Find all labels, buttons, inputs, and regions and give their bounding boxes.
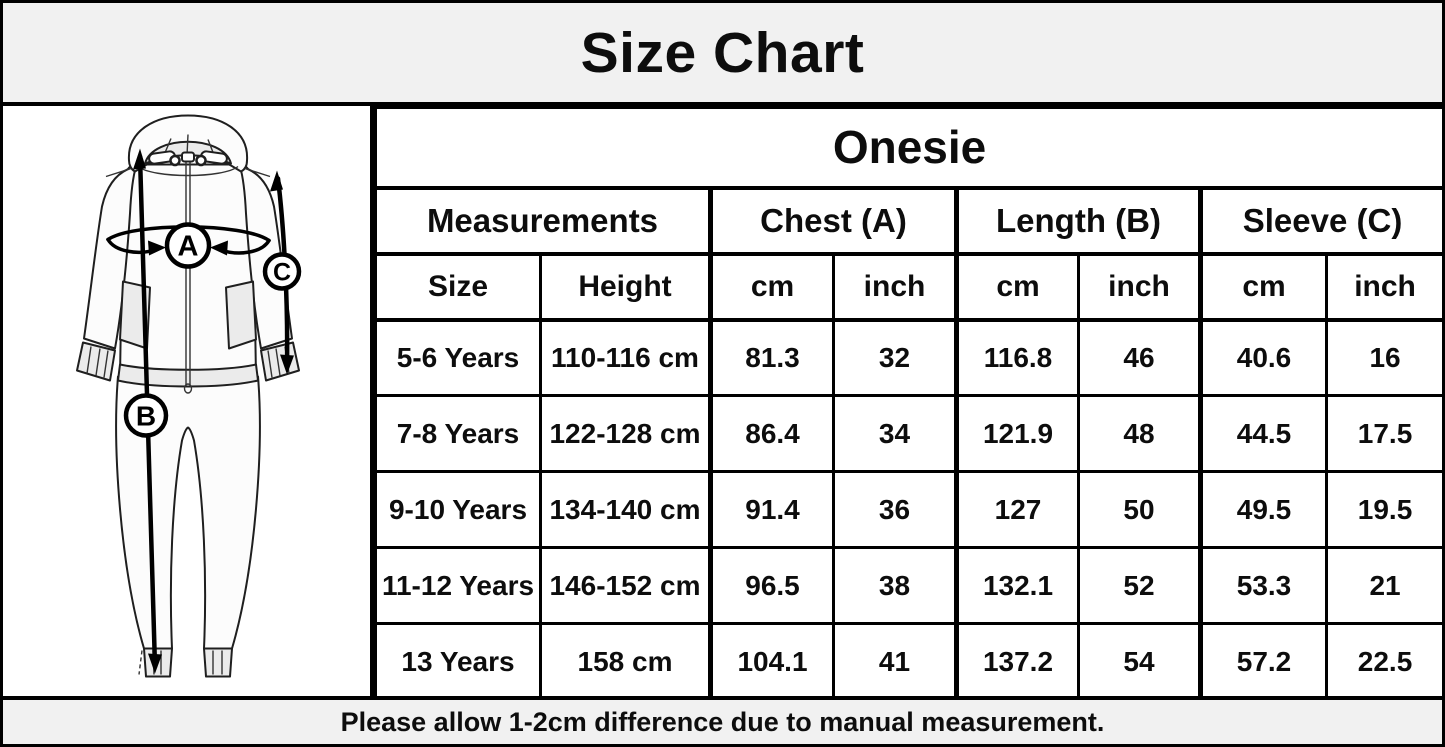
table-cell: 13 Years [374, 622, 542, 701]
table-cell: 127 [954, 470, 1080, 549]
table-row: 7-8 Years 122-128 cm 86.4 34 121.9 48 44… [374, 394, 1442, 473]
zipper-stop [183, 383, 193, 394]
table-cell: 50 [1077, 470, 1202, 549]
table-cell: 86.4 [708, 394, 835, 473]
group-sleeve: Sleeve (C) [1197, 186, 1442, 256]
col-chest-inch: inch [832, 252, 958, 322]
right-pocket [225, 280, 257, 350]
length-arrowhead-top [133, 148, 146, 170]
table-cell: 54 [1077, 622, 1202, 701]
title-bar: Size Chart [3, 3, 1442, 106]
table-cell: 41 [832, 622, 958, 701]
zipper [185, 158, 191, 385]
column-groups-row: Measurements Chest (A) Length (B) Sleeve… [374, 186, 1442, 256]
table-cell: 21 [1324, 546, 1442, 625]
group-measurements: Measurements [374, 186, 712, 256]
shoulder-seams [105, 167, 271, 178]
product-header-row: Onesie [373, 106, 1442, 190]
table-cell: 17.5 [1324, 394, 1442, 473]
neckband-line [137, 165, 239, 177]
chest-letter: A [178, 231, 199, 263]
table-cell: 57.2 [1198, 622, 1328, 701]
table-row: 5-6 Years 110-116 cm 81.3 32 116.8 46 40… [374, 318, 1442, 397]
table-cell: 91.4 [708, 470, 835, 549]
table-row: 13 Years 158 cm 104.1 41 137.2 54 57.2 2… [374, 622, 1442, 701]
table-cell: 134-140 cm [539, 470, 712, 549]
measurement-circle-c: C [262, 252, 302, 291]
table-cell: 52 [1077, 546, 1202, 625]
sleeve-arrowhead-bottom [280, 354, 294, 375]
right-sleeve [239, 165, 293, 350]
table-row: 9-10 Years 134-140 cm 91.4 36 127 50 49.… [374, 470, 1442, 549]
col-chest-cm: cm [708, 252, 835, 322]
table-cell: 48 [1077, 394, 1202, 473]
chest-arrowhead-right [210, 240, 228, 256]
table-cell: 137.2 [954, 622, 1080, 701]
table-cell: 146-152 cm [539, 546, 712, 625]
table-cell: 11-12 Years [374, 546, 542, 625]
table-cell: 16 [1324, 318, 1442, 397]
ankle-dash-mark [138, 650, 143, 675]
onesie-drawing [76, 114, 300, 678]
table-cell: 7-8 Years [374, 394, 542, 473]
waistband [117, 363, 259, 388]
col-sleeve-cm: cm [1198, 252, 1328, 322]
table-cell: 9-10 Years [374, 470, 542, 549]
table-cell: 104.1 [708, 622, 835, 701]
table-cell: 81.3 [708, 318, 835, 397]
table-cell: 19.5 [1324, 470, 1442, 549]
table-wrap: Onesie Measurements Chest (A) Length (B)… [373, 106, 1442, 701]
table-cell: 46 [1077, 318, 1202, 397]
col-sleeve-inch: inch [1324, 252, 1442, 322]
size-table: Onesie Measurements Chest (A) Length (B)… [373, 106, 1442, 701]
length-letter: B [136, 401, 156, 432]
table-cell: 122-128 cm [539, 394, 712, 473]
table-cell: 38 [832, 546, 958, 625]
table-cell: 132.1 [954, 546, 1080, 625]
sleeve-arrowhead-top [270, 170, 283, 192]
table-cell: 44.5 [1198, 394, 1328, 473]
length-arrowhead-bottom [148, 653, 162, 674]
measurement-circle-b: B [123, 393, 169, 438]
table-cell: 40.6 [1198, 318, 1328, 397]
table-cell: 22.5 [1324, 622, 1442, 701]
measurement-circle-a: A [164, 222, 212, 269]
table-cell: 110-116 cm [539, 318, 712, 397]
table-cell: 34 [832, 394, 958, 473]
footer-note: Please allow 1-2cm difference due to man… [340, 706, 1105, 737]
chest-arrowhead-left [148, 240, 166, 256]
left-sleeve [83, 165, 137, 350]
content-area: A B C [3, 106, 1442, 701]
table-head-rows: Onesie Measurements Chest (A) Length (B)… [373, 106, 1442, 322]
table-cell: 5-6 Years [374, 318, 542, 397]
group-chest: Chest (A) [708, 186, 958, 256]
right-toggle-eyelet [195, 154, 207, 167]
table-cell: 116.8 [954, 318, 1080, 397]
table-cell: 53.3 [1198, 546, 1328, 625]
sleeve-letter: C [273, 259, 291, 287]
left-toggle-eyelet [169, 154, 181, 167]
column-headers-row: Size Height cm inch cm inch cm inch [374, 252, 1442, 322]
table-cell: 158 cm [539, 622, 712, 701]
product-title-cell: Onesie [373, 106, 1442, 190]
right-ankle-cuff [203, 647, 233, 678]
table-cell: 49.5 [1198, 470, 1328, 549]
zipper-pull [181, 151, 195, 163]
table-row: 11-12 Years 146-152 cm 96.5 38 132.1 52 … [374, 546, 1442, 625]
table-body: 5-6 Years 110-116 cm 81.3 32 116.8 46 40… [374, 318, 1442, 701]
footer-bar: Please allow 1-2cm difference due to man… [3, 696, 1442, 744]
table-cell: 32 [832, 318, 958, 397]
page-title: Size Chart [580, 20, 865, 85]
group-length: Length (B) [954, 186, 1202, 256]
figure-cell: A B C [3, 106, 374, 696]
table-cell: 96.5 [708, 546, 835, 625]
col-height: Height [539, 252, 712, 322]
onesie-measurement-diagram: A B C [76, 114, 302, 678]
col-length-inch: inch [1077, 252, 1202, 322]
table-cell: 121.9 [954, 394, 1080, 473]
col-size: Size [374, 252, 542, 322]
table-cell: 36 [832, 470, 958, 549]
col-length-cm: cm [954, 252, 1080, 322]
